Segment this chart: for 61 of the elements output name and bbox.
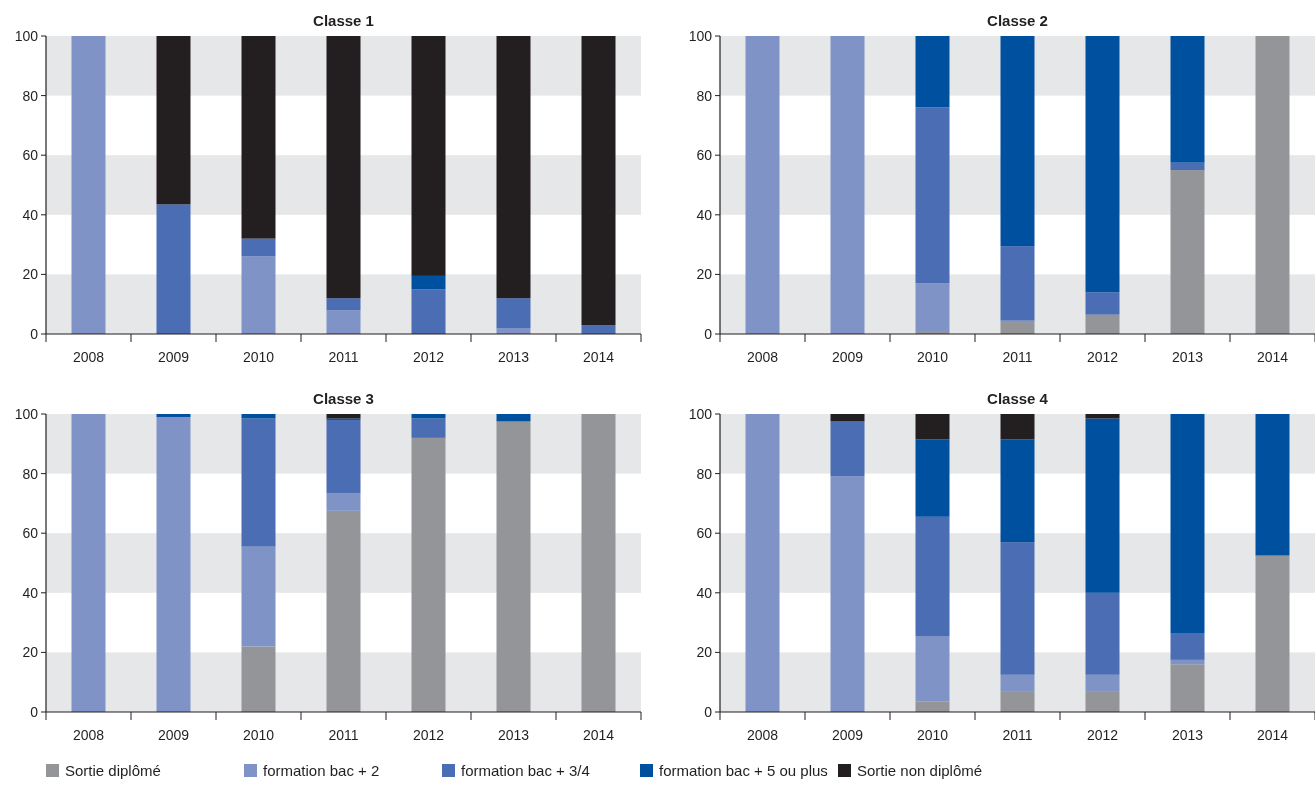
y-tick-label: 80 [22, 87, 39, 104]
y-tick-label: 60 [22, 147, 39, 164]
chart-title: Classe 4 [987, 390, 1049, 407]
y-tick-label: 80 [696, 465, 713, 482]
y-tick-label: 0 [30, 703, 39, 720]
x-tick-label: 2012 [1086, 349, 1119, 365]
x-tick-label: 2008 [72, 349, 105, 365]
y-tick-label: 60 [696, 147, 713, 164]
y-tick-label: 60 [696, 525, 713, 542]
y-tick-label: 40 [22, 206, 39, 223]
legend-label: Sortie diplômé [65, 762, 161, 779]
x-tick-label: 2014 [1256, 727, 1289, 743]
y-tick-label: 0 [704, 703, 713, 720]
y-tick-label: 0 [30, 325, 39, 342]
x-tick-label: 2013 [497, 349, 530, 365]
x-tick-label: 2009 [157, 727, 190, 743]
x-tick-label: 2012 [412, 727, 445, 743]
y-tick-label: 20 [696, 644, 713, 661]
y-tick-label: 80 [696, 87, 713, 104]
y-tick-label: 20 [22, 644, 39, 661]
legend-label: formation bac + 2 [263, 762, 380, 779]
x-tick-label: 2011 [328, 727, 359, 743]
x-tick-label: 2010 [242, 727, 275, 743]
y-tick-label: 20 [22, 266, 39, 283]
x-tick-label: 2009 [831, 727, 864, 743]
x-tick-label: 2013 [1171, 349, 1204, 365]
y-tick-label: 100 [14, 405, 39, 422]
y-tick-label: 100 [14, 27, 39, 44]
legend-label: Sortie non diplômé [857, 762, 983, 779]
x-tick-label: 2014 [1256, 349, 1289, 365]
x-tick-label: 2012 [412, 349, 445, 365]
chart-title: Classe 3 [313, 390, 374, 407]
x-tick-label: 2009 [831, 349, 864, 365]
x-tick-label: 2010 [242, 349, 275, 365]
x-tick-label: 2013 [497, 727, 530, 743]
chart-title: Classe 1 [313, 12, 374, 29]
x-tick-label: 2014 [582, 727, 615, 743]
y-tick-label: 20 [696, 266, 713, 283]
y-tick-label: 60 [22, 525, 39, 542]
x-tick-label: 2010 [916, 349, 949, 365]
y-tick-label: 40 [696, 206, 713, 223]
x-tick-label: 2011 [1002, 349, 1033, 365]
y-tick-label: 100 [688, 27, 713, 44]
x-tick-label: 2008 [72, 727, 105, 743]
x-tick-label: 2011 [1002, 727, 1033, 743]
y-tick-label: 40 [22, 584, 39, 601]
y-tick-label: 80 [22, 465, 39, 482]
x-tick-label: 2009 [157, 349, 190, 365]
y-tick-label: 0 [704, 325, 713, 342]
x-tick-label: 2008 [746, 727, 779, 743]
x-tick-label: 2013 [1171, 727, 1204, 743]
chart-title: Classe 2 [987, 12, 1048, 29]
y-tick-label: 40 [696, 584, 713, 601]
legend-label: formation bac + 5 ou plus [659, 762, 828, 779]
x-tick-label: 2008 [746, 349, 779, 365]
y-tick-label: 100 [688, 405, 713, 422]
x-tick-label: 2012 [1086, 727, 1119, 743]
x-tick-label: 2014 [582, 349, 615, 365]
legend-label: formation bac + 3/4 [461, 762, 590, 779]
x-tick-label: 2010 [916, 727, 949, 743]
x-tick-label: 2011 [328, 349, 359, 365]
